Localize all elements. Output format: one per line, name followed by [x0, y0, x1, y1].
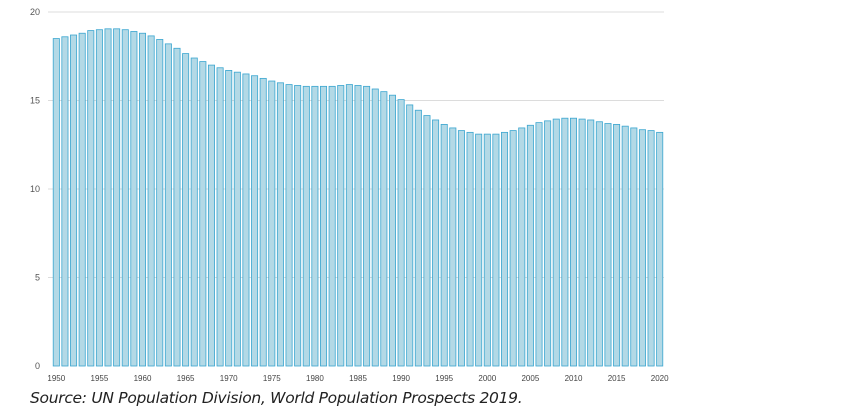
bar-1995: [440, 123, 448, 367]
x-tick-label: 1960: [134, 374, 152, 383]
bar-1969: [216, 67, 224, 367]
bar-1989: [388, 94, 396, 367]
x-tick-label: 2000: [478, 374, 496, 383]
y-tick-label: 0: [35, 361, 40, 371]
bar-1967: [199, 61, 207, 367]
bar-1972: [242, 73, 250, 367]
bar-2011: [578, 118, 586, 367]
bar-2017: [630, 127, 638, 367]
bar-1973: [251, 75, 259, 367]
bar-1958: [121, 29, 129, 367]
x-tick-label: 1970: [220, 374, 238, 383]
x-tick-label: 1980: [306, 374, 324, 383]
bar-2005: [526, 124, 534, 367]
bar-1968: [207, 64, 215, 367]
bar-1987: [371, 88, 379, 367]
bar-1974: [259, 77, 267, 367]
bar-2007: [544, 120, 552, 367]
x-tick-label: 1950: [47, 374, 65, 383]
bar-1966: [190, 57, 198, 367]
bar-1963: [164, 43, 172, 367]
bar-1986: [363, 85, 371, 367]
bar-1975: [268, 80, 276, 367]
x-tick-label: 2005: [521, 374, 539, 383]
bar-1959: [130, 31, 138, 367]
bar-1952: [70, 34, 78, 367]
y-tick-label: 10: [30, 184, 40, 194]
bar-1998: [466, 131, 474, 367]
bar-1983: [337, 85, 345, 367]
bar-2002: [501, 131, 509, 367]
bar-1954: [87, 30, 95, 367]
bar-1951: [61, 36, 69, 367]
bar-2016: [621, 125, 629, 367]
bar-2018: [638, 129, 646, 367]
bar-1992: [414, 109, 422, 367]
bar-2015: [613, 123, 621, 367]
bar-2000: [483, 133, 491, 367]
bar-2013: [595, 121, 603, 367]
y-tick-label: 5: [35, 273, 40, 283]
bar-1957: [113, 28, 121, 367]
bar-2009: [561, 117, 569, 367]
bar-1978: [294, 85, 302, 367]
bar-2010: [569, 117, 577, 367]
source-note: Source: UN Population Division, World Po…: [30, 389, 523, 407]
bar-2014: [604, 123, 612, 367]
bar-1965: [182, 53, 190, 367]
bar-1993: [423, 115, 431, 367]
x-tick-label: 2015: [608, 374, 626, 383]
bar-2012: [587, 119, 595, 367]
bar-1991: [406, 104, 414, 367]
x-tick-label: 1955: [91, 374, 109, 383]
bar-1981: [320, 85, 328, 367]
bar-1997: [457, 130, 465, 367]
y-tick-label: 20: [30, 7, 40, 17]
bar-2019: [647, 130, 655, 367]
bar-2003: [509, 130, 517, 367]
bar-1960: [139, 32, 147, 367]
bar-1956: [104, 28, 112, 367]
bar-1979: [302, 85, 310, 367]
bar-1988: [380, 91, 388, 367]
x-tick-label: 1975: [263, 374, 281, 383]
x-tick-label: 2010: [565, 374, 583, 383]
bar-1953: [78, 32, 86, 367]
bar-2008: [552, 118, 560, 367]
bar-1985: [354, 85, 362, 367]
bar-1999: [475, 133, 483, 367]
x-tick-label: 1990: [392, 374, 410, 383]
bar-1982: [328, 85, 336, 367]
bar-1996: [449, 127, 457, 367]
x-tick-label: 2020: [651, 374, 669, 383]
bar-1980: [311, 85, 319, 367]
bar-2004: [518, 127, 526, 367]
bar-2001: [492, 133, 500, 367]
bar-1977: [285, 84, 293, 367]
x-tick-label: 1995: [435, 374, 453, 383]
bar-1955: [95, 29, 103, 367]
bar-1984: [345, 84, 353, 367]
bar-1962: [156, 39, 164, 367]
bar-2006: [535, 122, 543, 367]
bar-1990: [397, 99, 405, 367]
y-tick-label: 15: [30, 96, 40, 106]
x-tick-label: 1965: [177, 374, 195, 383]
bar-1964: [173, 47, 181, 367]
bar-1976: [276, 82, 284, 367]
bar-1950: [52, 38, 60, 367]
bar-1961: [147, 35, 155, 367]
bar-1971: [233, 71, 241, 367]
bar-1970: [225, 70, 233, 367]
x-tick-label: 1985: [349, 374, 367, 383]
bar-1994: [432, 119, 440, 367]
bar-2020: [656, 131, 664, 367]
